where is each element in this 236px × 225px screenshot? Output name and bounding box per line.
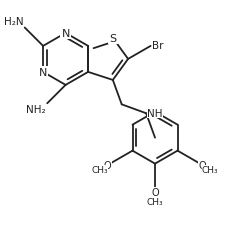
Text: NH₂: NH₂: [26, 105, 46, 115]
Text: N: N: [61, 29, 70, 39]
Text: CH₃: CH₃: [202, 165, 219, 174]
Text: H₂N: H₂N: [4, 17, 24, 27]
Text: O: O: [104, 160, 111, 170]
Text: Br: Br: [152, 41, 164, 51]
Text: NH: NH: [147, 108, 163, 118]
Text: CH₃: CH₃: [147, 197, 163, 206]
Text: CH₃: CH₃: [92, 165, 108, 174]
Text: O: O: [151, 187, 159, 198]
Text: O: O: [198, 160, 206, 170]
Text: N: N: [39, 68, 47, 78]
Text: S: S: [109, 34, 116, 44]
